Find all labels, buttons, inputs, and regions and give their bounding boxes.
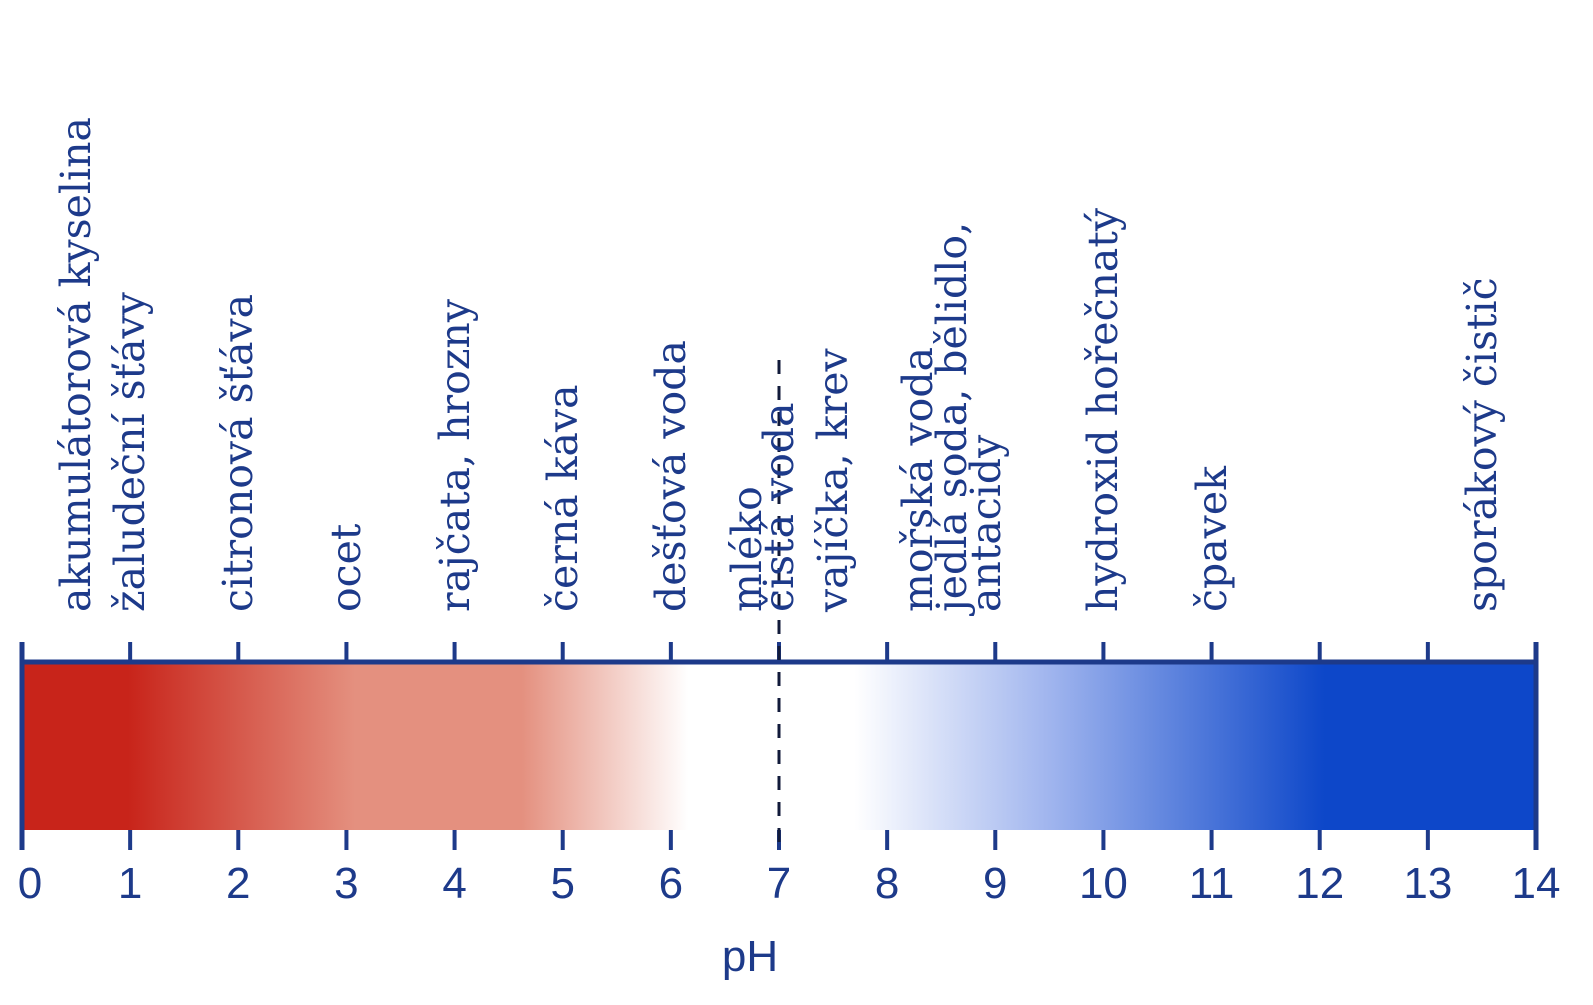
tick-label-11: 11 — [1188, 859, 1235, 908]
substance-label-line: černá káva — [538, 384, 587, 612]
substance-label-line: ocet — [322, 523, 371, 612]
substance-label-line: hydroxid hořečnatý — [1079, 207, 1128, 612]
substance-label-9: vajíčka, krev — [809, 348, 858, 612]
substance-label-13: sporákový čistič — [1457, 277, 1506, 612]
substance-label-line: žaludeční šťávy — [106, 292, 155, 612]
tick-label-9: 9 — [983, 859, 1008, 908]
substance-label-line: čpavek — [1187, 466, 1236, 612]
substance-label-12: čpavek — [1187, 466, 1236, 612]
tick-label-5: 5 — [550, 859, 575, 908]
substance-label-line: sporákový čistič — [1457, 277, 1506, 612]
tick-label-13: 13 — [1403, 859, 1453, 908]
substance-label-11: hydroxid hořečnatý — [1079, 207, 1128, 612]
substance-label-5: černá káva — [538, 384, 587, 612]
substance-label-6: dešťová voda — [646, 340, 695, 612]
substance-label-8: čistá voda — [755, 402, 803, 612]
substance-label-1: žaludeční šťávy — [106, 292, 155, 612]
substance-label-line: vajíčka, krev — [809, 348, 858, 612]
substance-label-4: rajčata, hrozny — [430, 298, 479, 612]
tick-label-14: 14 — [1511, 859, 1561, 908]
tick-label-7: 7 — [766, 859, 792, 908]
substance-label-10: mořská voda jedlá soda, bělidlo, antacidy — [894, 222, 1010, 612]
substance-label-line: akumulátorová kyselina — [52, 116, 101, 612]
substance-label-2: citronová šťáva — [214, 293, 263, 612]
tick-label-0: 0 — [17, 859, 43, 908]
tick-label-4: 4 — [442, 859, 467, 908]
tick-label-3: 3 — [334, 859, 359, 908]
tick-label-8: 8 — [874, 859, 900, 908]
tick-label-12: 12 — [1295, 859, 1345, 908]
substance-label-line: rajčata, hrozny — [430, 298, 479, 612]
tick-label-6: 6 — [658, 859, 684, 908]
substance-label-line: citronová šťáva — [214, 293, 263, 612]
tick-label-1: 1 — [117, 859, 143, 908]
substance-label-line: dešťová voda — [646, 340, 695, 612]
axis-label: pH — [721, 932, 779, 981]
tick-label-10: 10 — [1078, 859, 1128, 908]
substance-label-3: ocet — [322, 523, 371, 612]
substance-label-0: akumulátorová kyselina — [52, 116, 101, 612]
tick-label-2: 2 — [226, 859, 251, 908]
substance-label-line: čistá voda — [755, 402, 803, 612]
